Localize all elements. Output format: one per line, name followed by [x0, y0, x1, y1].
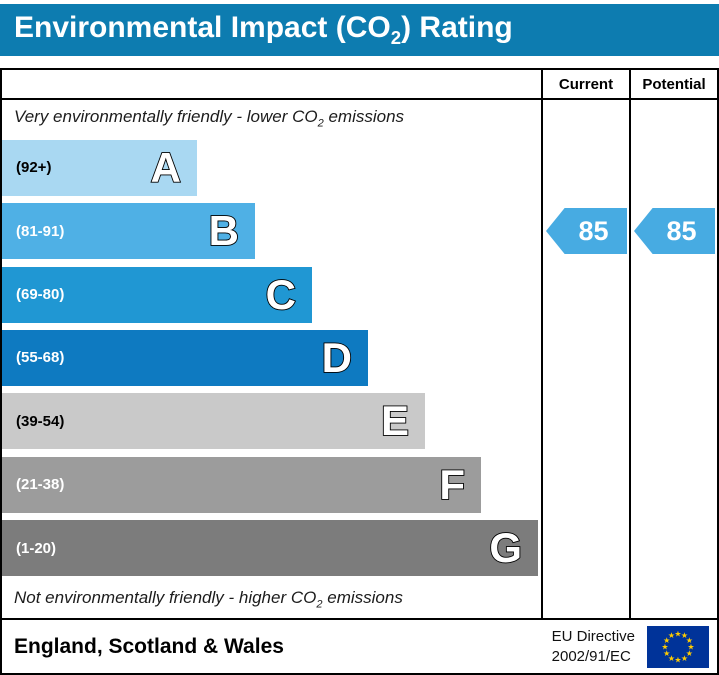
band-letter: D [321, 333, 353, 382]
potential-column: 85 [629, 100, 717, 618]
bands-panel: Very environmentally friendly - lower CO… [2, 100, 541, 618]
svg-text:★: ★ [663, 649, 670, 658]
page-title-pre: Environmental Impact (CO [14, 11, 391, 44]
band-letter: G [488, 523, 522, 572]
chart-corner-cell [2, 70, 541, 100]
band-row-f: (21-38) F [2, 453, 541, 516]
band-bar-b: (81-91) B [2, 203, 255, 260]
potential-rating-arrow: 85 [634, 208, 715, 254]
band-bar-e: (39-54) E [2, 393, 425, 450]
svg-text:★: ★ [686, 649, 693, 658]
band-bar-a: (92+) A [2, 139, 197, 196]
top-note-pre: Very environmentally friendly - lower CO [14, 106, 318, 126]
svg-text:★: ★ [663, 636, 670, 645]
eu-directive-line1: EU Directive [551, 628, 635, 645]
svg-text:★: ★ [687, 642, 694, 651]
band-bar-g: (1-20) G [2, 520, 538, 577]
band-range: (69-80) [16, 286, 65, 304]
band-range: (81-91) [16, 222, 65, 240]
bottom-note-sub: 2 [316, 598, 323, 611]
page-title-post: ) Rating [401, 11, 513, 44]
chart-title-bar: Environmental Impact (CO2) Rating [0, 4, 719, 56]
footer-bar: England, Scotland & Wales EU Directive 2… [0, 620, 719, 675]
eu-directive-line2: 2002/91/EC [551, 647, 631, 665]
band-row-c: (69-80) C [2, 263, 541, 326]
band-row-a: (92+) A [2, 136, 541, 199]
svg-text:★: ★ [668, 631, 675, 640]
band-range: (55-68) [16, 349, 65, 367]
band-range: (39-54) [16, 412, 65, 430]
band-letter: A [150, 143, 182, 192]
current-rating-arrow: 85 [546, 208, 627, 254]
page-title: Environmental Impact (CO2) Rating [14, 11, 513, 49]
svg-text:★: ★ [661, 642, 668, 651]
eu-directive-label: EU Directive 2002/91/EC [552, 627, 635, 666]
band-row-g: (1-20) G [2, 517, 541, 580]
potential-column-header: Potential [629, 70, 717, 100]
band-letter: C [265, 270, 297, 319]
bottom-note: Not environmentally friendly - higher CO… [2, 580, 541, 618]
current-column: 85 [541, 100, 629, 618]
top-note: Very environmentally friendly - lower CO… [2, 100, 541, 136]
region-label: England, Scotland & Wales [14, 634, 284, 658]
rating-chart: Current Potential Very environmentally f… [0, 68, 719, 620]
bottom-note-post: emissions [322, 587, 403, 607]
band-row-e: (39-54) E [2, 390, 541, 453]
band-letter: E [380, 396, 410, 445]
band-range: (92+) [16, 159, 52, 177]
svg-text:★: ★ [674, 655, 681, 664]
band-row-d: (55-68) D [2, 326, 541, 389]
potential-rating-value: 85 [666, 215, 697, 246]
band-range: (1-20) [16, 539, 57, 557]
band-letter: F [438, 460, 465, 509]
svg-text:★: ★ [681, 631, 688, 640]
svg-text:★: ★ [668, 653, 675, 662]
band-list: (92+) A (81-91) B (69-80) C [2, 136, 541, 580]
top-note-sub: 2 [317, 117, 324, 130]
current-column-header: Current [541, 70, 629, 100]
svg-text:★: ★ [681, 653, 688, 662]
band-bar-f: (21-38) F [2, 456, 481, 513]
page-title-sub: 2 [390, 27, 402, 48]
band-bar-d: (55-68) D [2, 329, 368, 386]
eu-flag-icon: ★ ★ ★ ★ ★ ★ ★ ★ ★ ★ ★ ★ [647, 625, 709, 668]
band-letter: B [208, 206, 240, 255]
band-range: (21-38) [16, 476, 65, 494]
bottom-note-pre: Not environmentally friendly - higher CO [14, 587, 317, 607]
current-rating-value: 85 [578, 215, 609, 246]
band-bar-c: (69-80) C [2, 266, 312, 323]
svg-text:★: ★ [674, 629, 681, 638]
band-row-b: (81-91) B [2, 199, 541, 262]
svg-text:★: ★ [686, 636, 693, 645]
top-note-post: emissions [323, 106, 405, 126]
